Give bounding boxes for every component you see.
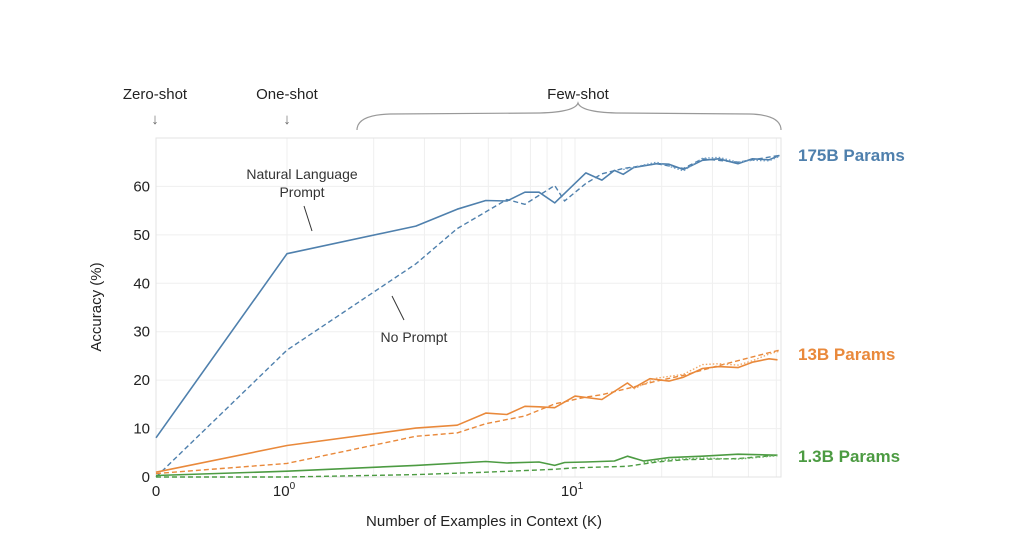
annotation-pointer [303,205,313,232]
x-tick-exp: 1 [578,481,584,492]
x-tick-label: 101 [561,481,584,500]
y-tick-label: 40 [133,275,150,292]
y-tick-label: 30 [133,324,150,341]
series-line-dashed [156,454,778,478]
x-tick-label: 0 [152,483,160,500]
y-axis-label: Accuracy (%) [88,262,105,351]
series-label-175b: 175B Params [798,146,905,165]
plot-frame [155,137,782,478]
no-prompt-annotation: No Prompt [381,329,448,345]
annotation-pointer [391,295,405,321]
series-line-dotted [633,350,780,390]
series-label-1-3b: 1.3B Params [798,447,900,466]
series-line-dashed [155,154,780,478]
x-tick-exp: 0 [290,481,296,492]
y-tick-label: 60 [133,178,150,195]
y-tick-label: 10 [133,421,150,438]
down-arrow-icon: ↓ [151,111,159,128]
natural-language-annotation: Prompt [279,184,324,200]
series-line-solid [155,453,778,477]
series-lines [155,154,780,478]
one-shot-label: One-shot [256,86,319,103]
x-tick-base: 10 [273,483,290,500]
y-tick-label: 20 [133,372,150,389]
down-arrow-icon: ↓ [283,111,291,128]
x-tick-base: 10 [561,483,578,500]
zero-shot-label: Zero-shot [123,86,188,103]
natural-language-annotation: Natural Language [246,166,358,182]
few-shot-label: Few-shot [547,86,610,103]
series-label-13b: 13B Params [798,345,895,364]
grid [156,138,781,478]
x-axis-label: Number of Examples in Context (K) [366,513,602,530]
series-line-dashed [155,349,780,475]
series-line-dotted [623,155,780,172]
series-line-solid [155,154,780,439]
x-axis-ticks: 0 100 101 [152,481,584,500]
x-tick-label: 100 [273,481,296,500]
y-tick-label: 0 [142,469,150,486]
few-shot-brace [356,101,782,131]
y-axis-ticks: 0 10 20 30 40 50 60 [133,178,150,486]
y-tick-label: 50 [133,227,150,244]
